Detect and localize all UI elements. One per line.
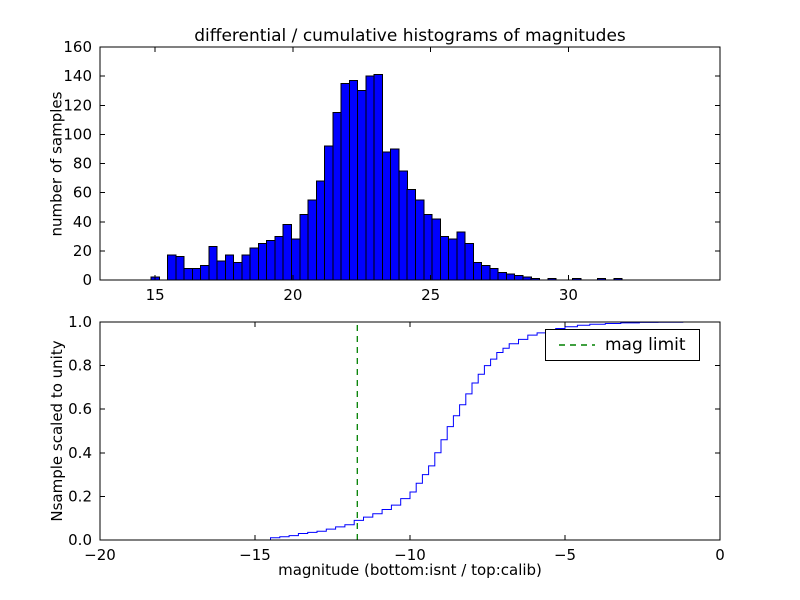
x-tick-label: −20 — [84, 546, 116, 564]
x-tick-label: −15 — [239, 546, 271, 564]
cumulative-line — [100, 321, 720, 541]
x-tick-label: 30 — [559, 286, 578, 304]
histogram-bars — [150, 74, 623, 281]
y-tick-label: 0.8 — [68, 357, 92, 375]
legend: mag limit — [545, 329, 700, 361]
y-tick-label: 160 — [63, 38, 92, 56]
x-tick-label: −5 — [554, 546, 576, 564]
ticks — [99, 321, 721, 541]
y-tick-label: 120 — [63, 96, 92, 114]
y-tick-label: 80 — [73, 155, 92, 173]
figure-title: differential / cumulative histograms of … — [194, 26, 626, 46]
y-tick-label: 0 — [82, 271, 92, 289]
y-tick-label: 1.0 — [68, 313, 92, 331]
y-tick-label: 0.0 — [68, 531, 92, 549]
y-tick-label: 100 — [63, 125, 92, 143]
x-tick-label: 0 — [715, 546, 725, 564]
dashed-line-icon — [559, 344, 595, 346]
ticks — [100, 46, 720, 281]
x-tick-label: 15 — [146, 286, 165, 304]
y-tick-label: 0.6 — [68, 400, 92, 418]
y-tick-label: 0.2 — [68, 487, 92, 505]
y-tick-label: 140 — [63, 67, 92, 85]
x-tick-label: −10 — [394, 546, 426, 564]
y-tick-label: 60 — [73, 184, 92, 202]
y-tick-label: 20 — [73, 242, 92, 260]
y-tick-label: 40 — [73, 213, 92, 231]
legend-label: mag limit — [605, 335, 686, 355]
y-tick-label: 0.4 — [68, 444, 92, 462]
x-tick-label: 20 — [283, 286, 302, 304]
x-tick-label: 25 — [421, 286, 440, 304]
x-axis-label: magnitude (bottom:isnt / top:calib) — [278, 561, 542, 579]
